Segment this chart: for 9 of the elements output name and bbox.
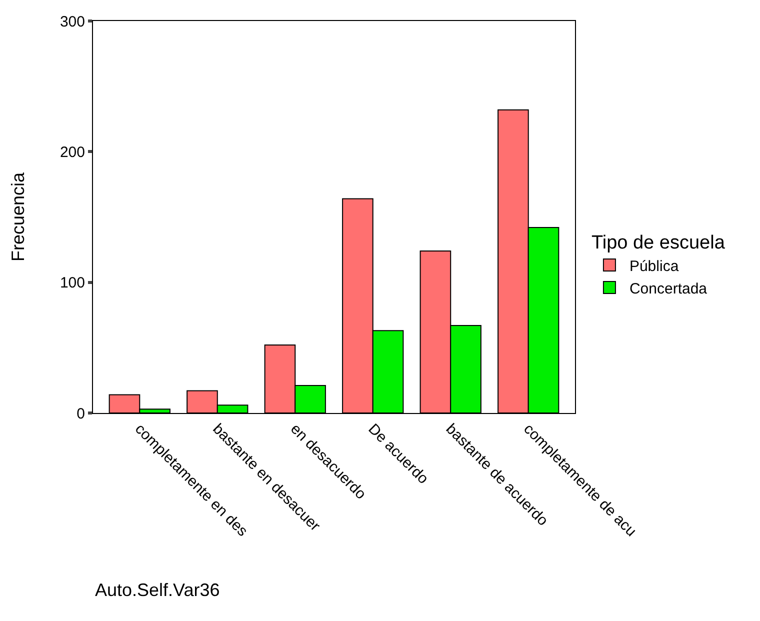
y-tick-label: 300 [60,13,85,30]
y-tick-label: 0 [76,405,85,422]
legend-label: Pública [629,258,680,275]
legend-label: Concertada [629,280,708,298]
y-tick-label: 200 [60,144,85,161]
legend-title: Tipo de escuela [591,232,726,254]
y-tick-label: 100 [60,274,85,292]
y-axis-title: Frecuencia [8,171,28,262]
x-axis-title: Auto.Self.Var36 [95,580,220,600]
